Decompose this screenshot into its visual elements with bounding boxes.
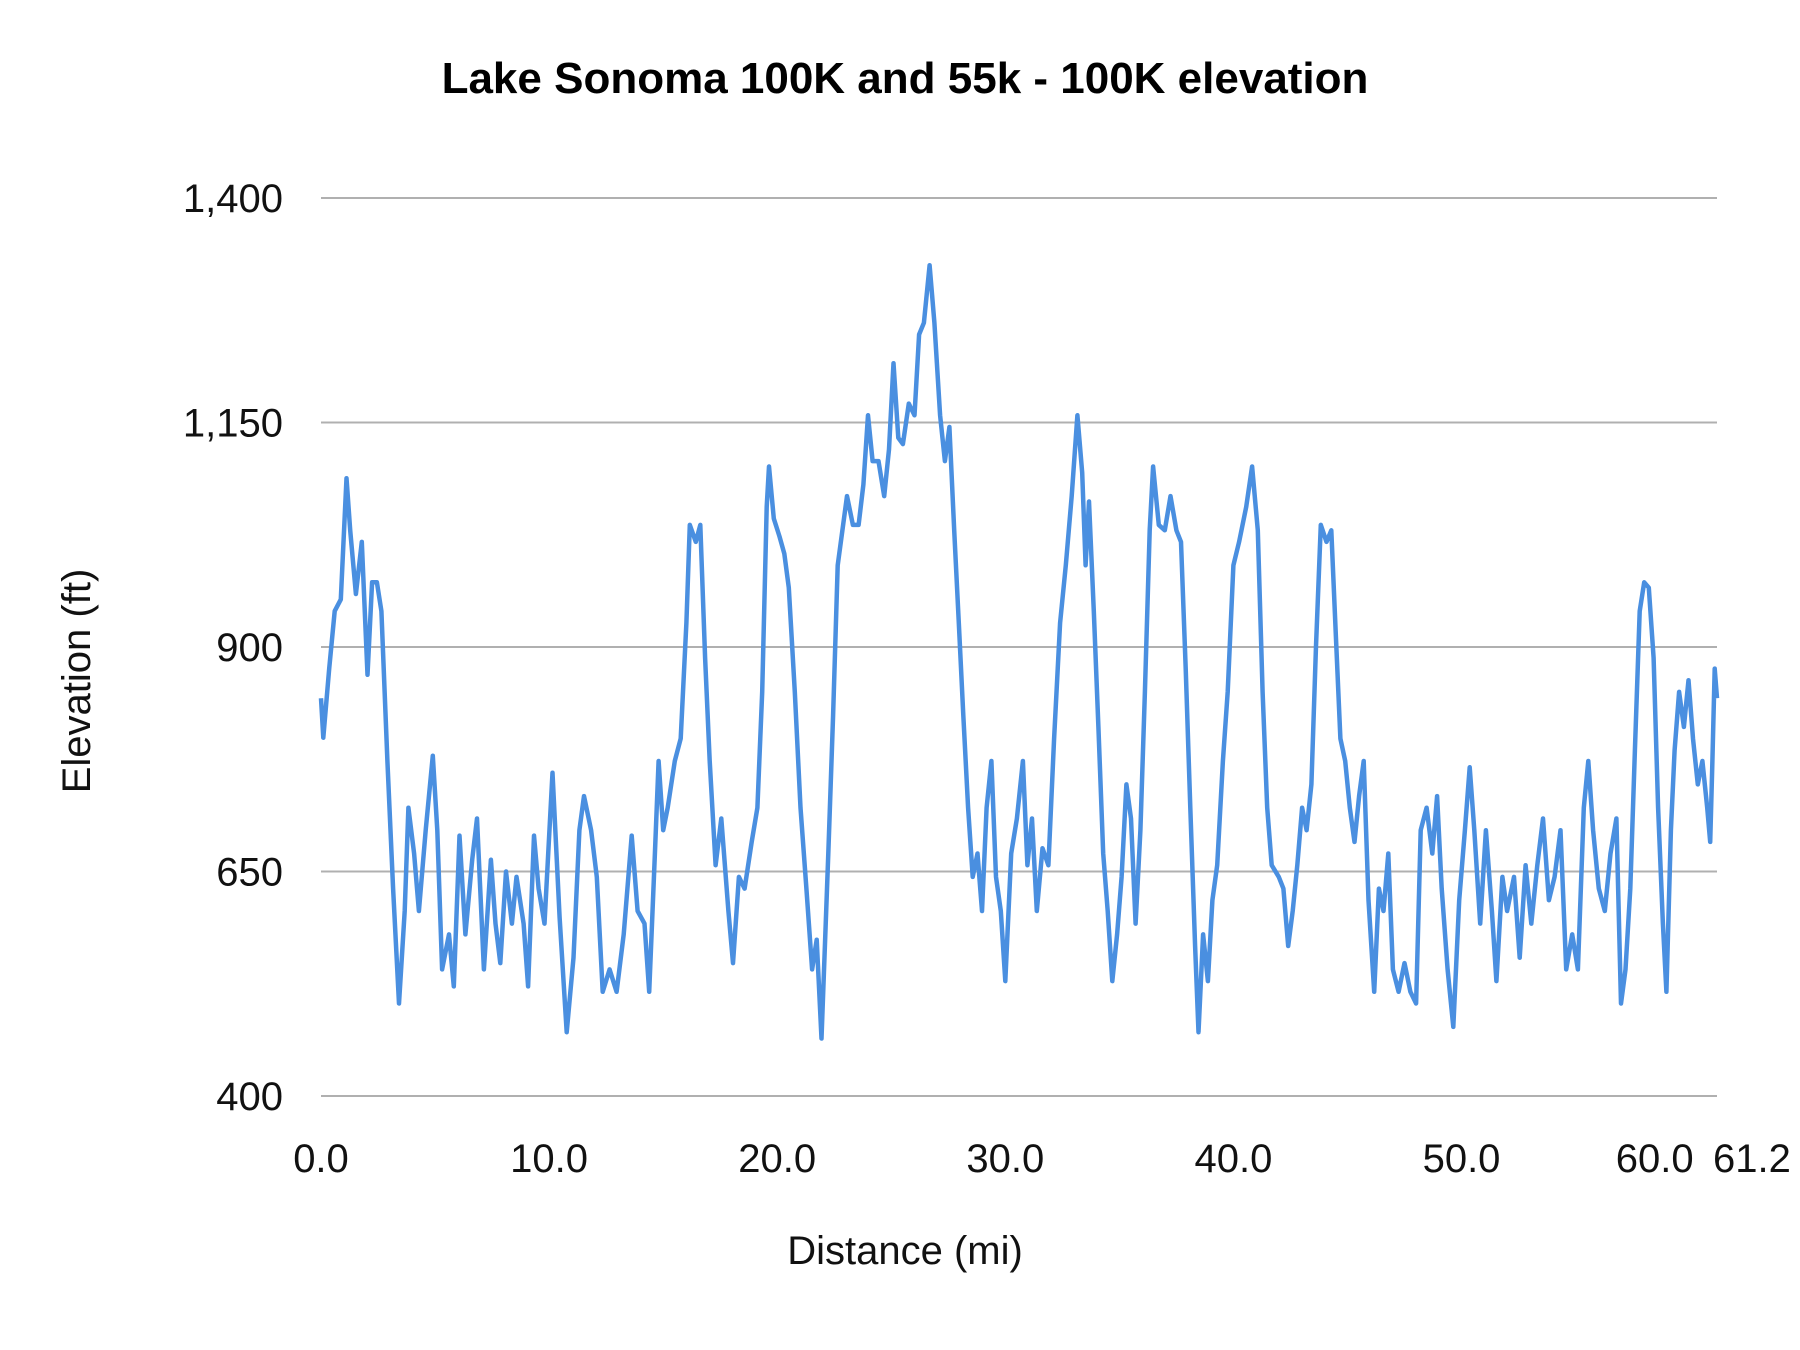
chart-title: Lake Sonoma 100K and 55k - 100K elevatio… — [442, 54, 1369, 103]
x-tick-label: 20.0 — [738, 1137, 816, 1181]
x-axis-ticks: 0.0 10.0 20.0 30.0 40.0 50.0 60.0 61.2 — [293, 1137, 1791, 1181]
x-tick-label: 10.0 — [510, 1137, 588, 1181]
y-axis-label: Elevation (ft) — [55, 569, 99, 794]
y-tick-label: 650 — [216, 851, 283, 895]
x-tick-label: 50.0 — [1423, 1137, 1501, 1181]
elevation-series-line — [318, 263, 1720, 1041]
y-tick-label: 1,150 — [183, 402, 283, 446]
x-tick-label: 30.0 — [966, 1137, 1044, 1181]
y-tick-label: 400 — [216, 1075, 283, 1119]
x-tick-label: 40.0 — [1194, 1137, 1272, 1181]
x-axis-label: Distance (mi) — [787, 1229, 1023, 1273]
x-tick-label: 0.0 — [293, 1137, 349, 1181]
x-tick-label: 61.2 — [1713, 1137, 1791, 1181]
y-axis-ticks: 400 650 900 1,150 1,400 — [183, 177, 283, 1119]
x-tick-label: 60.0 — [1616, 1137, 1694, 1181]
y-tick-label: 900 — [216, 626, 283, 670]
y-tick-label: 1,400 — [183, 177, 283, 221]
